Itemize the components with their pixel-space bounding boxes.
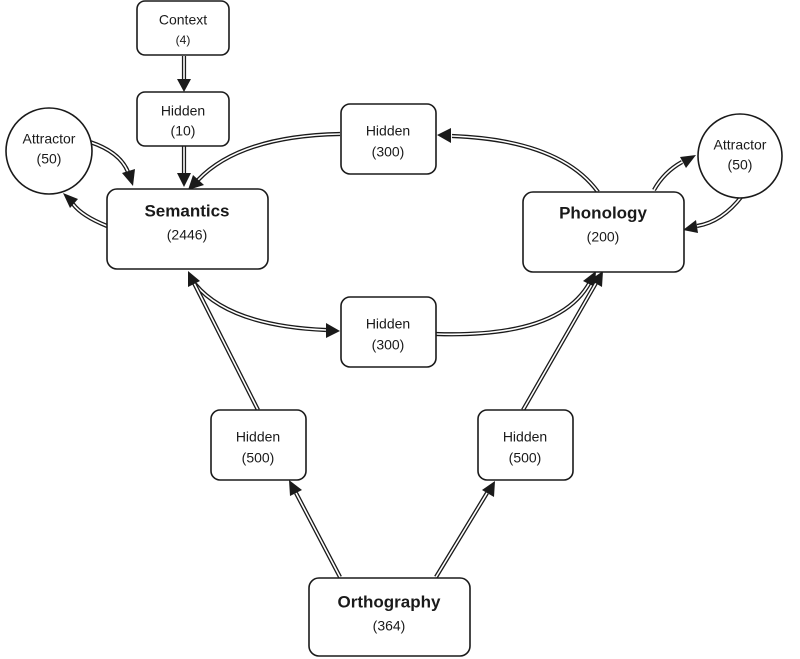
- edge-semantics-to-attractor: [63, 193, 108, 228]
- node-semantics: Semantics (2446): [106, 188, 269, 270]
- edge-phonology-to-hidden-top: [437, 128, 600, 194]
- node-hidden-orth-to-phon-size: (500): [509, 450, 542, 466]
- node-attractor-semantics: Attractor (50): [5, 107, 93, 195]
- node-context-size: (4): [176, 33, 191, 47]
- node-attractor-phonology-label: Attractor: [714, 137, 767, 153]
- node-hidden-phon-to-sem-size: (300): [372, 144, 405, 160]
- node-phonology: Phonology (200): [522, 191, 685, 273]
- node-hidden-phon-to-sem: Hidden (300): [340, 103, 437, 175]
- node-phonology-size: (200): [587, 229, 620, 245]
- node-semantics-label: Semantics: [144, 201, 229, 220]
- edges: [63, 56, 744, 579]
- node-orthography-label: Orthography: [338, 592, 441, 611]
- node-attractor-phonology-size: (50): [728, 157, 753, 173]
- node-hidden-sem-to-phon-label: Hidden: [366, 316, 410, 332]
- edge-orthography-to-hidden-os: [289, 480, 342, 578]
- node-orthography: Orthography (364): [308, 577, 471, 657]
- edge-hidden-op-to-phonology: [521, 271, 603, 412]
- node-context-label: Context: [159, 12, 207, 28]
- edge-phonology-to-attractor: [652, 155, 696, 192]
- edge-attractor-to-phonology: [683, 194, 744, 233]
- node-context: Context (4): [136, 0, 230, 56]
- node-hidden-sem-to-phon-size: (300): [372, 337, 405, 353]
- node-attractor-semantics-label: Attractor: [23, 131, 76, 147]
- edge-context-to-hidden: [177, 56, 191, 92]
- node-phonology-label: Phonology: [559, 203, 647, 222]
- node-hidden-orth-to-sem-size: (500): [242, 450, 275, 466]
- node-hidden-context: Hidden (10): [136, 91, 230, 147]
- node-hidden-sem-to-phon: Hidden (300): [340, 296, 437, 368]
- node-hidden-context-size: (10): [171, 123, 196, 139]
- edge-attractor-to-semantics: [89, 140, 135, 186]
- node-hidden-phon-to-sem-label: Hidden: [366, 123, 410, 139]
- edge-hidden-top-to-semantics: [188, 131, 341, 190]
- node-attractor-phonology: Attractor (50): [697, 113, 783, 199]
- node-hidden-orth-to-phon-label: Hidden: [503, 429, 547, 445]
- edge-semantics-to-hidden-bottom: [193, 282, 340, 338]
- node-orthography-size: (364): [373, 618, 406, 634]
- node-attractor-semantics-size: (50): [37, 151, 62, 167]
- node-hidden-context-label: Hidden: [161, 103, 205, 119]
- edge-hidden-bottom-to-phonology: [435, 271, 596, 337]
- node-semantics-size: (2446): [167, 227, 207, 243]
- edge-hidden-context-to-semantics: [177, 146, 191, 187]
- node-hidden-orth-to-sem: Hidden (500): [210, 409, 307, 481]
- node-hidden-orth-to-phon: Hidden (500): [477, 409, 574, 481]
- node-hidden-orth-to-sem-label: Hidden: [236, 429, 280, 445]
- edge-hidden-os-to-semantics: [188, 271, 260, 411]
- edge-orthography-to-hidden-op: [434, 481, 495, 579]
